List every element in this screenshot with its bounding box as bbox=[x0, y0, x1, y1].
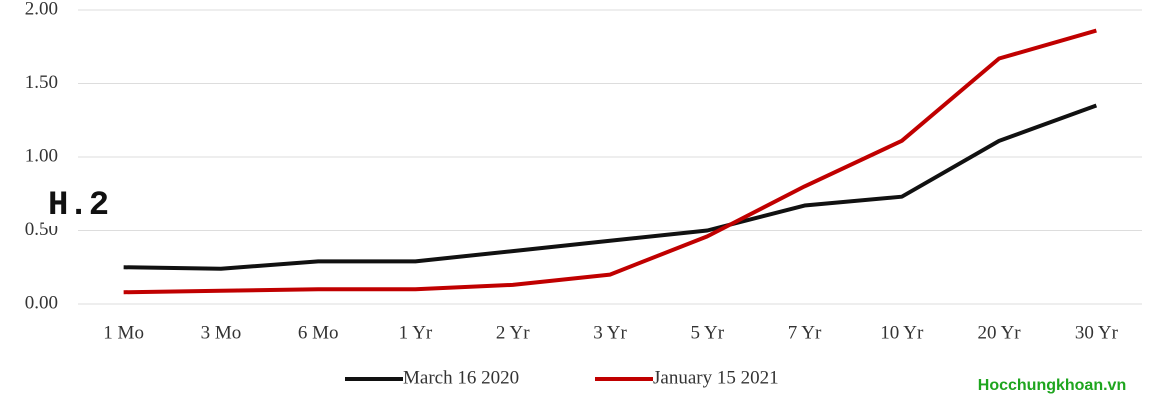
x-tick-label: 30 Yr bbox=[1075, 322, 1119, 343]
annotation-background bbox=[44, 182, 132, 226]
annotation: H.2 bbox=[48, 187, 109, 225]
x-tick-label: 1 Mo bbox=[103, 322, 144, 343]
x-tick-label: 2 Yr bbox=[496, 322, 530, 343]
x-tick-label: 7 Yr bbox=[788, 322, 822, 343]
legend-label: March 16 2020 bbox=[403, 367, 519, 388]
y-tick-label: 1.00 bbox=[25, 145, 58, 166]
x-tick-label: 5 Yr bbox=[690, 322, 724, 343]
x-tick-label: 10 Yr bbox=[880, 322, 924, 343]
watermark: Hocchungkhoan.vn bbox=[978, 377, 1126, 394]
series-line bbox=[123, 28, 1097, 295]
legend-label: January 15 2021 bbox=[653, 367, 779, 388]
x-tick-label: 3 Yr bbox=[593, 322, 627, 343]
x-tick-label: 1 Yr bbox=[399, 322, 433, 343]
y-tick-label: 2.00 bbox=[25, 0, 58, 19]
series-line bbox=[123, 103, 1098, 271]
x-tick-label: 3 Mo bbox=[201, 322, 242, 343]
x-tick-label: 20 Yr bbox=[978, 322, 1022, 343]
y-tick-label: 1.50 bbox=[25, 72, 58, 93]
x-tick-label: 6 Mo bbox=[298, 322, 339, 343]
y-tick-label: 0.00 bbox=[25, 292, 58, 313]
